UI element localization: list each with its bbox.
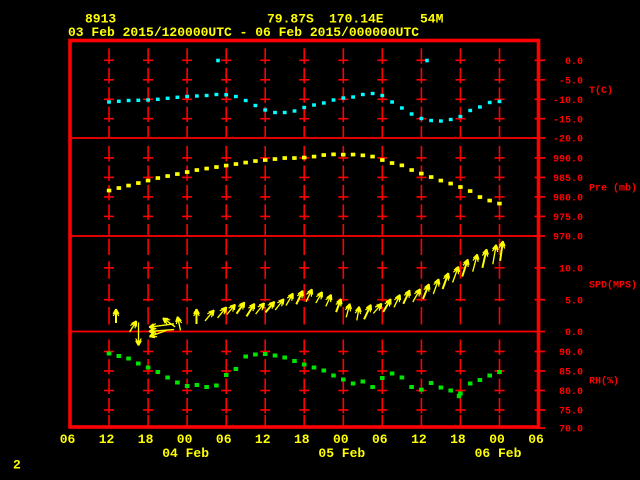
svg-text:T(C): T(C) [589,85,613,97]
svg-text:SPD(MPS): SPD(MPS) [589,279,637,291]
svg-text:00: 00 [177,432,193,447]
svg-text:00: 00 [489,432,505,447]
svg-text:00: 00 [333,432,349,447]
svg-text:12: 12 [99,432,115,447]
svg-text:85.0: 85.0 [559,368,583,379]
svg-text:18: 18 [138,432,154,447]
svg-text:975.0: 975.0 [553,213,583,224]
svg-text:2: 2 [13,458,21,473]
svg-text:80.0: 80.0 [559,387,583,398]
svg-text:03 Feb 2015/120000UTC - 06 Feb: 03 Feb 2015/120000UTC - 06 Feb 2015/0000… [68,25,419,40]
svg-text:18: 18 [294,432,310,447]
svg-text:18: 18 [450,432,466,447]
svg-text:12: 12 [255,432,271,447]
svg-text:54M: 54M [420,12,444,27]
svg-text:75.0: 75.0 [559,407,583,418]
svg-text:06: 06 [372,432,388,447]
svg-text:70.0: 70.0 [559,425,583,436]
svg-text:-20.0: -20.0 [553,135,583,146]
svg-text:990.0: 990.0 [553,155,583,166]
svg-text:06: 06 [528,432,544,447]
svg-text:-5.0: -5.0 [559,76,583,87]
svg-text:06: 06 [216,432,232,447]
svg-text:970.0: 970.0 [553,233,583,244]
svg-text:12: 12 [411,432,427,447]
svg-text:06: 06 [60,432,76,447]
svg-text:985.0: 985.0 [553,174,583,185]
svg-text:980.0: 980.0 [553,194,583,205]
svg-text:-15.0: -15.0 [553,115,583,126]
svg-text:0.0: 0.0 [565,57,583,68]
svg-text:-10.0: -10.0 [553,96,583,107]
svg-text:Pre (mb): Pre (mb) [589,183,637,195]
svg-text:79.87S: 79.87S [267,12,314,27]
svg-text:05 Feb: 05 Feb [318,446,365,461]
svg-text:8913: 8913 [85,12,116,27]
svg-text:10.0: 10.0 [559,264,583,275]
svg-text:90.0: 90.0 [559,348,583,359]
svg-text:06 Feb: 06 Feb [475,446,522,461]
svg-text:RH(%): RH(%) [589,375,619,387]
svg-text:0.0: 0.0 [565,328,583,339]
svg-text:170.14E: 170.14E [329,12,384,27]
svg-text:5.0: 5.0 [565,296,583,307]
svg-text:04 Feb: 04 Feb [162,446,209,461]
